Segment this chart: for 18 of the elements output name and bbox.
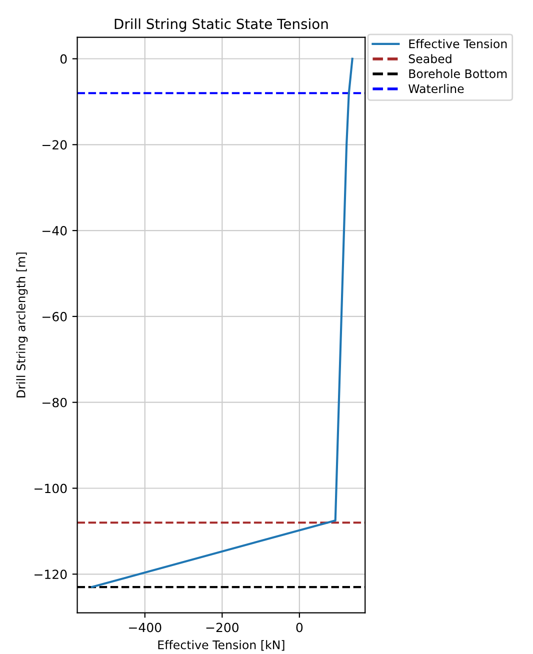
chart-title: Drill String Static State Tension [114,18,328,32]
x-tick-label: −400 [129,622,162,632]
ref-line-label: Waterline [408,84,464,94]
legend-label: Borehole Bottom [409,69,507,78]
y-tick-label: −40 [42,226,67,236]
x-tick-label: 0 [296,622,303,632]
legend-label: Seabed [408,54,452,64]
x-tick-label: −200 [206,622,238,632]
y-tick-label: −100 [34,484,67,494]
y-tick-label: −20 [42,140,67,150]
x-axis-title: Effective Tension [kN] [158,640,284,651]
y-tick-label: −120 [34,570,67,580]
y-axis-title: Drill String arclength [m] [16,252,28,398]
line-series [90,58,354,588]
legend-label: Effective Tension [409,39,507,48]
y-tick-label: −80 [42,398,67,408]
y-tick-label: −60 [42,312,67,322]
y-tick-label: 0 [60,54,67,64]
